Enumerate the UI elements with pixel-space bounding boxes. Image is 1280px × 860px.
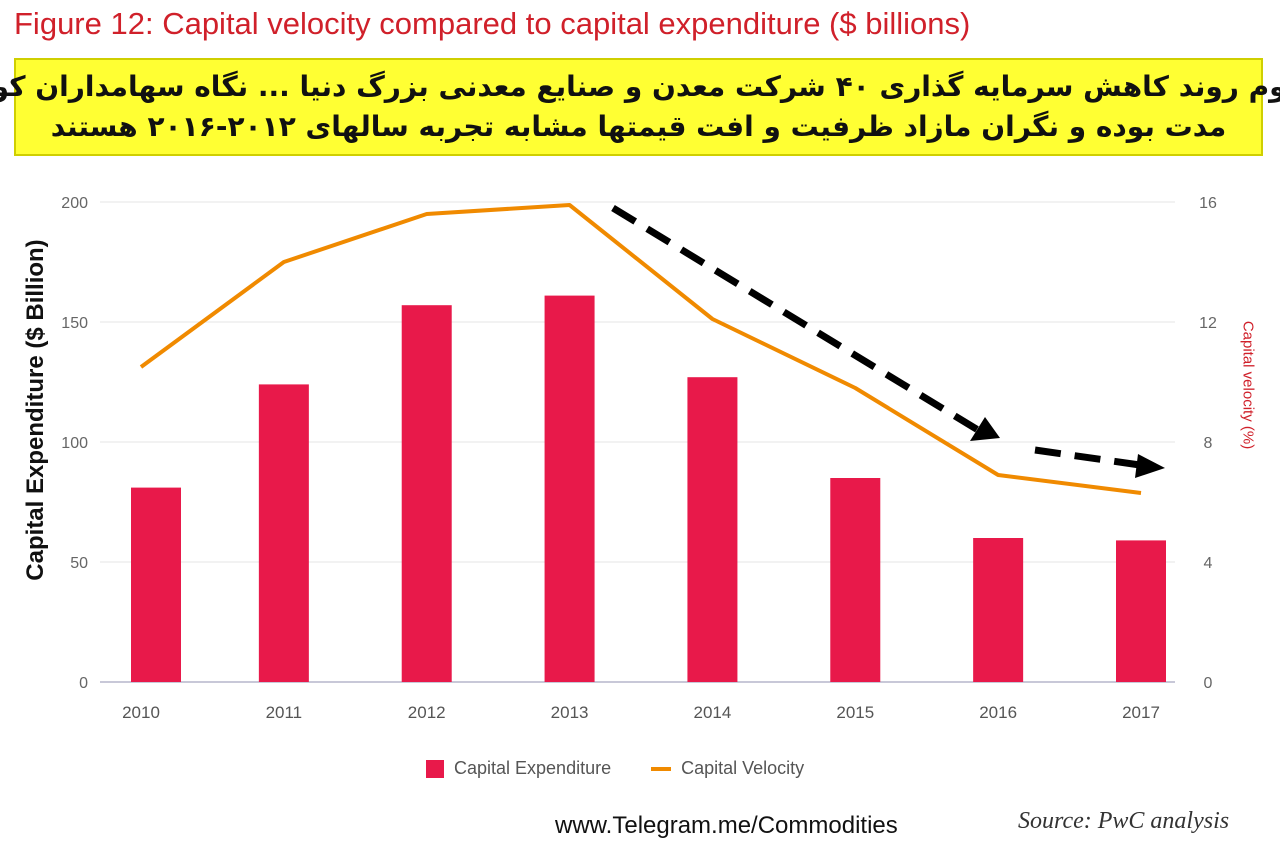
capex-bar-2010 bbox=[131, 487, 181, 682]
x-tick-2010: 2010 bbox=[122, 703, 160, 722]
source-note: Source: PwC analysis bbox=[1018, 808, 1230, 834]
x-tick-2015: 2015 bbox=[836, 703, 874, 722]
trend-arrow-2-shaft bbox=[1034, 446, 1141, 469]
banner-line-2: مدت بوده و نگران مازاد ظرفیت و افت قیمته… bbox=[50, 110, 1227, 143]
y-right-tick-0: 0 bbox=[1204, 675, 1213, 692]
capex-bar-2017 bbox=[1116, 540, 1166, 682]
telegram-url: www.Telegram.me/Commodities bbox=[555, 812, 898, 839]
x-tick-2013: 2013 bbox=[551, 703, 589, 722]
velocity-line bbox=[139, 203, 1142, 495]
x-tick-2016: 2016 bbox=[979, 703, 1017, 722]
x-tick-2012: 2012 bbox=[408, 703, 446, 722]
trend-arrow-1-head bbox=[970, 417, 1000, 441]
x-tick-2011: 2011 bbox=[266, 703, 303, 722]
capex-bar-2016 bbox=[973, 538, 1024, 682]
chart-legend: Capital Expenditure Capital Velocity bbox=[426, 758, 804, 779]
y-right-tick-12: 12 bbox=[1199, 315, 1217, 332]
y-left-tick-100: 100 bbox=[61, 435, 88, 452]
capex-bar-2015 bbox=[830, 478, 881, 682]
legend-bar-swatch bbox=[426, 759, 444, 778]
trend-arrow-1-shaft bbox=[611, 205, 980, 433]
capex-bar-2011 bbox=[258, 384, 309, 682]
capex-bar-2013 bbox=[544, 295, 595, 682]
banner-line-1: تداوم روند کاهش سرمایه گذاری ۴۰ شرکت معد… bbox=[0, 70, 1280, 103]
persian-banner: تداوم روند کاهش سرمایه گذاری ۴۰ شرکت معد… bbox=[0, 58, 1280, 156]
legend-label-velocity: Capital Velocity bbox=[681, 758, 805, 778]
capex-bar-2014 bbox=[687, 377, 738, 682]
y-right-tick-4: 4 bbox=[1204, 555, 1213, 572]
figure-title: Figure 12: Capital velocity compared to … bbox=[14, 6, 971, 41]
x-tick-2014: 2014 bbox=[694, 703, 732, 722]
trend-arrow-2-head bbox=[1135, 454, 1165, 478]
capex-bar-2012 bbox=[401, 305, 452, 682]
y-right-tick-8: 8 bbox=[1204, 435, 1213, 452]
y-left-tick-200: 200 bbox=[61, 195, 88, 212]
y-right-tick-16: 16 bbox=[1199, 195, 1217, 212]
y-left-tick-0: 0 bbox=[79, 675, 88, 692]
legend-label-capex: Capital Expenditure bbox=[454, 758, 612, 778]
legend-line-swatch bbox=[651, 766, 672, 771]
y-left-tick-150: 150 bbox=[61, 315, 88, 332]
y-left-tick-50: 50 bbox=[70, 555, 88, 572]
x-tick-2017: 2017 bbox=[1122, 703, 1160, 722]
